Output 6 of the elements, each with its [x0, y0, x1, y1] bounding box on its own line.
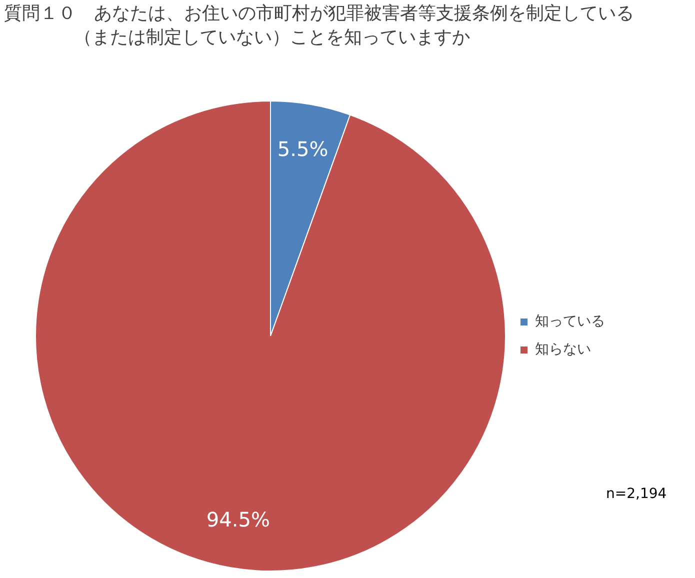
text: n=2,194	[606, 486, 667, 502]
data-label: 5.5%	[277, 137, 328, 162]
data-label: 94.5%	[206, 507, 270, 532]
legend-label: 知っている	[535, 314, 605, 330]
chart-title: 質問１０ あなたは、お住いの市町村が犯罪被害者等支援条例を制定している（または制定していない）ことを知っていますか	[4, 2, 635, 50]
legend-label: 知らない	[535, 342, 591, 358]
